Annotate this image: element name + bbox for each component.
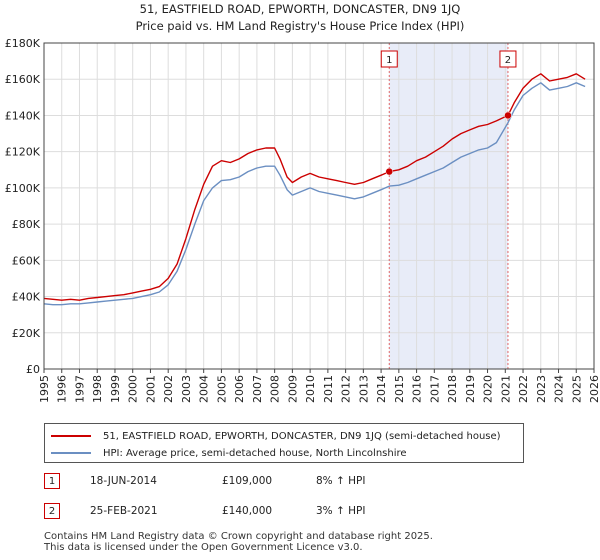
property-series-line (43, 73, 586, 301)
x-tick-label: 1997 (73, 375, 86, 403)
y-tick-label: £160K (5, 73, 41, 86)
x-tick-label: 2020 (482, 375, 495, 403)
legend-swatch-property (51, 435, 91, 437)
legend-item-hpi: HPI: Average price, semi-detached house,… (51, 445, 407, 461)
sale-date: 18-JUN-2014 (90, 475, 157, 487)
chart-subtitle: Price paid vs. HM Land Registry's House … (136, 19, 465, 33)
x-tick-label: 2000 (127, 375, 140, 403)
x-tick-label: 2022 (517, 375, 530, 403)
x-tick-label: 2018 (446, 375, 459, 403)
y-tick-label: £0 (26, 363, 40, 376)
y-tick-label: £20K (12, 327, 41, 340)
chart-title: 51, EASTFIELD ROAD, EPWORTH, DONCASTER, … (140, 2, 461, 16)
sale-label-text: 2 (505, 55, 511, 66)
x-tick-label: 2003 (180, 375, 193, 403)
sale-row: 1 18-JUN-2014 £109,000 8% ↑ HPI (44, 472, 564, 492)
chart-legend: 51, EASTFIELD ROAD, EPWORTH, DONCASTER, … (44, 423, 524, 463)
x-tick-label: 2015 (393, 375, 406, 403)
x-tick-label: 2017 (428, 375, 441, 403)
sale-price: £140,000 (222, 505, 273, 517)
x-tick-label: 2019 (464, 375, 477, 403)
plot-frame (43, 42, 595, 370)
sale-point (504, 111, 512, 120)
sale-marker-badge: 1 (44, 473, 60, 489)
sale-point (385, 167, 394, 176)
x-tick-label: 1996 (56, 375, 69, 403)
x-tick-label: 2009 (286, 375, 299, 403)
sale-row: 2 25-FEB-2021 £140,000 3% ↑ HPI (44, 502, 564, 522)
x-tick-label: 2026 (588, 375, 600, 403)
price-chart: 51, EASTFIELD ROAD, EPWORTH, DONCASTER, … (5, 2, 600, 403)
y-tick-label: £180K (5, 37, 41, 50)
footer-line: Contains HM Land Registry data © Crown c… (44, 531, 433, 542)
x-tick-label: 2007 (251, 375, 264, 403)
legend-swatch-hpi (51, 452, 91, 454)
sale-label-text: 1 (386, 55, 392, 66)
x-tick-label: 2014 (375, 375, 388, 403)
x-tick-label: 2021 (499, 375, 512, 403)
sale-hpi-change: 3% ↑ HPI (316, 505, 366, 517)
x-tick-label: 2010 (304, 375, 317, 403)
sales-table: 1 18-JUN-2014 £109,000 8% ↑ HPI 2 25-FEB… (44, 472, 564, 532)
x-tick-label: 2024 (553, 375, 566, 403)
x-tick-label: 1995 (38, 375, 51, 403)
sale-label-box (499, 50, 517, 68)
sale-hpi-change: 8% ↑ HPI (316, 475, 366, 487)
x-tick-label: 1999 (109, 375, 122, 403)
y-tick-label: £100K (5, 182, 41, 195)
ownership-period-shade (389, 43, 508, 369)
x-tick-label: 2008 (269, 375, 282, 403)
x-tick-label: 2023 (535, 375, 548, 403)
sale-price: £109,000 (222, 475, 273, 487)
legend-label-property: 51, EASTFIELD ROAD, EPWORTH, DONCASTER, … (103, 430, 501, 442)
x-tick-label: 2001 (144, 375, 157, 403)
y-tick-label: £140K (5, 109, 41, 122)
x-tick-label: 2012 (340, 375, 353, 403)
y-tick-label: £120K (5, 146, 41, 159)
x-tick-label: 2025 (570, 375, 583, 403)
footer-attribution: Contains HM Land Registry data © Crown c… (44, 531, 433, 553)
sale-marker-badge: 2 (44, 503, 60, 519)
legend-item-property: 51, EASTFIELD ROAD, EPWORTH, DONCASTER, … (51, 428, 501, 444)
sale-date: 25-FEB-2021 (90, 505, 158, 517)
hpi-series-line (43, 82, 586, 306)
sale-label-box (380, 50, 398, 68)
x-tick-label: 2006 (233, 375, 246, 403)
x-tick-label: 2013 (357, 375, 370, 403)
y-tick-label: £40K (12, 291, 41, 304)
x-tick-label: 1998 (91, 375, 104, 403)
x-tick-label: 2011 (322, 375, 335, 403)
x-tick-label: 2005 (215, 375, 228, 403)
x-tick-label: 2004 (198, 375, 211, 403)
x-tick-label: 2002 (162, 375, 175, 403)
footer-line: This data is licensed under the Open Gov… (44, 542, 363, 553)
y-tick-label: £80K (12, 218, 41, 231)
y-tick-label: £60K (12, 254, 41, 267)
legend-label-hpi: HPI: Average price, semi-detached house,… (103, 447, 407, 459)
x-tick-label: 2016 (411, 375, 424, 403)
